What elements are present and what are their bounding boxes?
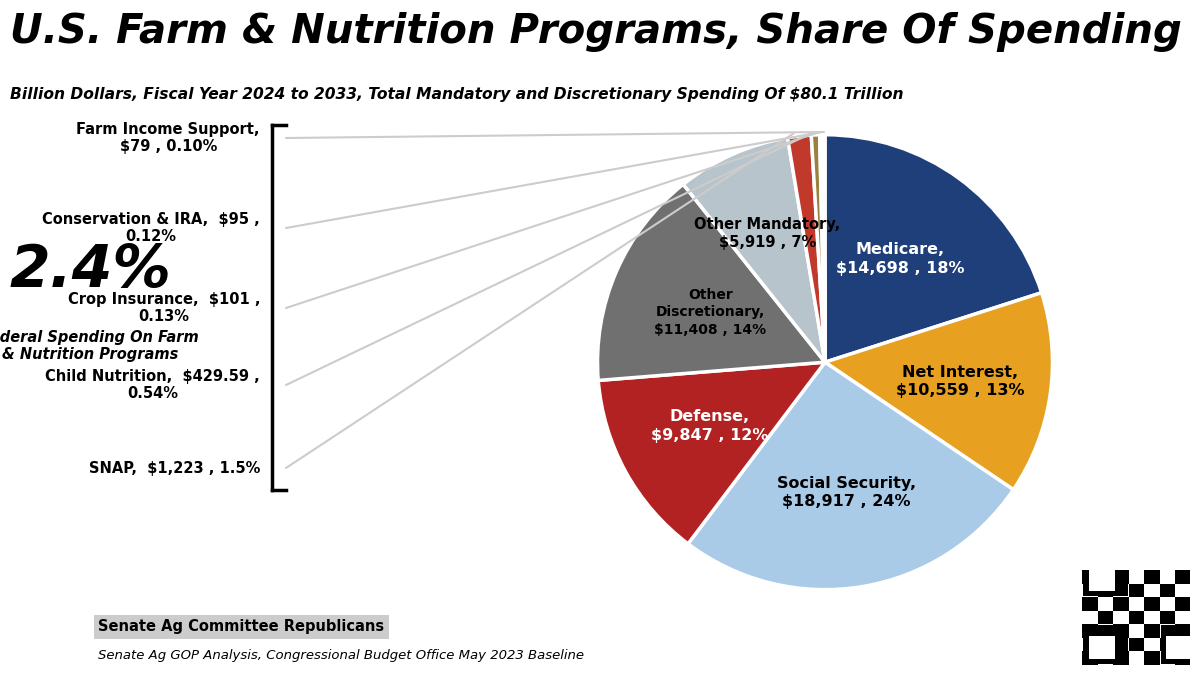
Text: Senate Ag GOP Analysis, Congressional Budget Office May 2023 Baseline: Senate Ag GOP Analysis, Congressional Bu… [98,649,584,661]
Bar [1114,624,1129,638]
Bar [1144,651,1159,665]
Wedge shape [598,184,826,380]
Bar [1175,624,1190,638]
Text: Billion Dollars, Fiscal Year 2024 to 2033, Total Mandatory and Discretionary Spe: Billion Dollars, Fiscal Year 2024 to 203… [10,87,904,102]
Text: AG: AG [29,611,70,635]
Wedge shape [599,362,826,544]
Bar [1114,597,1129,611]
Bar [1160,625,1200,664]
Bar [1114,570,1129,584]
Wedge shape [823,135,826,362]
Bar [1159,638,1175,651]
Text: 2.4%: 2.4% [10,242,170,299]
Bar [1159,597,1175,611]
Bar [1144,570,1159,584]
Bar [1098,611,1114,624]
Bar [1082,597,1098,611]
Bar [1166,636,1193,659]
Wedge shape [811,135,826,362]
Wedge shape [820,135,826,362]
Text: Other
Discretionary,
$11,408 , 14%: Other Discretionary, $11,408 , 14% [654,288,767,336]
Bar [1082,638,1098,651]
Bar [1175,584,1190,597]
Text: Defense,
$9,847 , 12%: Defense, $9,847 , 12% [650,409,768,443]
Bar [1098,638,1114,651]
Bar [1175,638,1190,651]
Bar [1098,624,1114,638]
Bar [1159,584,1175,597]
Bar [1084,625,1128,664]
Bar [1175,651,1190,665]
Bar [1114,584,1129,597]
Wedge shape [822,135,826,362]
Wedge shape [688,362,1013,590]
Bar [1129,611,1144,624]
Bar [1144,611,1159,624]
Bar [1098,597,1114,611]
Wedge shape [824,135,1042,362]
Bar [1159,651,1175,665]
Bar [1144,624,1159,638]
Wedge shape [683,138,826,362]
Bar [1175,611,1190,624]
Text: Net Interest,
$10,559 , 13%: Net Interest, $10,559 , 13% [896,365,1025,398]
Bar [1098,584,1114,597]
Text: Conservation & IRA,  $95 ,
0.12%: Conservation & IRA, $95 , 0.12% [42,212,260,244]
Wedge shape [787,135,826,362]
Bar [1144,638,1159,651]
Bar [1129,597,1144,611]
Text: Crop Insurance,  $101 ,
0.13%: Crop Insurance, $101 , 0.13% [67,292,260,324]
Bar [1098,651,1114,665]
Text: SENATE: SENATE [32,595,66,605]
Text: COMMITTEE: COMMITTEE [29,644,70,649]
Text: Senate Ag Committee Republicans: Senate Ag Committee Republicans [98,619,384,634]
Bar [1129,651,1144,665]
Text: Medicare,
$14,698 , 18%: Medicare, $14,698 , 18% [836,242,965,276]
Bar [1088,636,1116,659]
Bar [1082,611,1098,624]
Bar [1129,624,1144,638]
Bar [1082,570,1098,584]
Bar [1082,624,1098,638]
Text: Farm Income Support,
$79 , 0.10%: Farm Income Support, $79 , 0.10% [77,122,260,154]
Bar [1114,611,1129,624]
Bar [1159,570,1175,584]
Bar [1175,597,1190,611]
Bar [1159,624,1175,638]
Text: Other Mandatory,
$5,919 , 7%: Other Mandatory, $5,919 , 7% [695,217,841,250]
Text: Social Security,
$18,917 , 24%: Social Security, $18,917 , 24% [778,475,917,509]
Bar [1175,570,1190,584]
Bar [1129,570,1144,584]
Text: U.S. Farm & Nutrition Programs, Share Of Spending: U.S. Farm & Nutrition Programs, Share Of… [10,12,1182,52]
Bar [1129,638,1144,651]
Bar [1114,651,1129,665]
Bar [1088,568,1116,592]
Bar [1144,597,1159,611]
Bar [1129,584,1144,597]
Bar [1098,570,1114,584]
Bar [1082,584,1098,597]
Bar [1144,584,1159,597]
Text: SNAP,  $1,223 , 1.5%: SNAP, $1,223 , 1.5% [89,460,260,475]
Bar [1082,651,1098,665]
Bar [1084,557,1128,596]
Bar [1114,638,1129,651]
Text: Child Nutrition,  $429.59 ,
0.54%: Child Nutrition, $429.59 , 0.54% [46,369,260,401]
Bar [1159,611,1175,624]
Text: Federal Spending On Farm
& Nutrition Programs: Federal Spending On Farm & Nutrition Pro… [0,330,199,362]
Wedge shape [826,292,1052,489]
